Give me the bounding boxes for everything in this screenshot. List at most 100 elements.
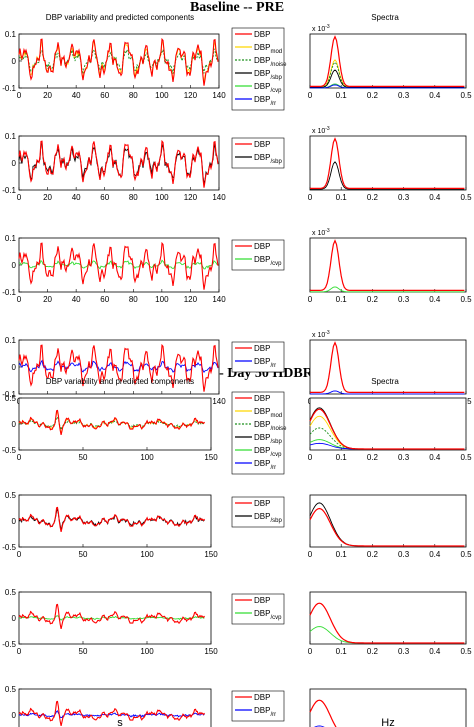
x-tick-label: 0.3 (398, 91, 410, 100)
x-tick-label: 0.4 (429, 453, 441, 462)
spectrum-line-dbp (310, 137, 465, 189)
x-tick-label: 0.3 (398, 647, 410, 656)
legend-box (231, 690, 285, 722)
y-tick-label: -0.5 (2, 543, 16, 552)
x-axis-label-time: s (117, 717, 123, 727)
y-tick-label: -0.5 (2, 446, 16, 455)
x-tick-label: 140 (212, 295, 226, 304)
x-tick-label: 50 (79, 453, 88, 462)
legend-label-dbp: DBP (254, 30, 270, 39)
legend-box (231, 593, 285, 625)
series-line-dbp (18, 409, 205, 436)
x-tick-label: 100 (155, 295, 169, 304)
spectrum-line-dbp (310, 35, 465, 88)
legend-label-cvp: DBP/cvp (254, 255, 282, 267)
x-tick-label: 150 (204, 550, 218, 559)
x-axis-label-frequency: Hz (381, 717, 394, 727)
x-tick-label: 100 (155, 193, 169, 202)
legend-label-dbp: DBP (254, 394, 270, 403)
x-tick-label: 0.2 (367, 193, 379, 202)
legend-label-sbp: DBP/sbp (254, 512, 282, 524)
y-tick-label: 0.5 (5, 588, 17, 597)
spectrum-plot-frame (309, 397, 467, 451)
x-tick-label: 0.1 (336, 91, 348, 100)
spectrum-line-dbp (309, 408, 465, 450)
x-tick-label: 0 (17, 453, 22, 462)
x-tick-label: 0.1 (336, 550, 348, 559)
time-plot-frame (18, 688, 212, 727)
y-tick-label: 0.1 (5, 30, 17, 39)
x-tick-label: 80 (129, 193, 138, 202)
spectrum-plot-frame (309, 494, 467, 548)
x-tick-label: 60 (100, 91, 109, 100)
legend-box (231, 496, 285, 528)
legend-label-cvp: DBP/cvp (254, 82, 282, 94)
legend-label-noise: DBP/noise (254, 56, 287, 68)
x-tick-label: 120 (184, 193, 198, 202)
left-column-header: DBP variability and predicted components (46, 13, 194, 22)
y-tick-label: -0.1 (2, 186, 16, 195)
legend-box (231, 27, 285, 111)
legend-box (231, 391, 285, 475)
legend-label-rr: DBP/rr (254, 95, 276, 107)
series-line-dbp (18, 343, 219, 392)
y-tick-label: 0 (12, 517, 17, 526)
left-column-header: DBP variability and predicted components (46, 377, 194, 386)
x-tick-label: 0.3 (398, 550, 410, 559)
legend-label-sbp: DBP/sbp (254, 69, 282, 81)
x-tick-label: 0.4 (429, 91, 441, 100)
x-tick-label: 0 (308, 91, 313, 100)
y-tick-label: -0.1 (2, 390, 16, 399)
x-tick-label: 40 (72, 295, 81, 304)
spectrum-line-rr (310, 390, 465, 395)
legend-label-cvp: DBP/cvp (254, 609, 282, 621)
x-tick-label: 20 (43, 91, 52, 100)
x-tick-label: 0.5 (460, 647, 472, 656)
time-plot-frame (18, 237, 220, 293)
legend-label-rr: DBP/rr (254, 357, 276, 369)
x-tick-label: 120 (184, 295, 198, 304)
x-tick-label: 0 (17, 91, 22, 100)
x-tick-label: 0.4 (429, 647, 441, 656)
x-tick-label: 150 (204, 453, 218, 462)
y-tick-label: 0.1 (5, 234, 17, 243)
y-tick-label: 0 (12, 57, 17, 66)
x-tick-label: 0.2 (367, 647, 379, 656)
spectrum-line-dbp (309, 602, 465, 644)
x-tick-label: 0.5 (460, 193, 472, 202)
series-line-dbp (18, 700, 205, 727)
series-line-dbp (18, 139, 219, 188)
spectrum-line-dbp (310, 341, 465, 393)
x-tick-label: 40 (72, 91, 81, 100)
x-tick-label: 0.4 (429, 550, 441, 559)
legend-label-rr: DBP/rr (254, 459, 276, 471)
x-tick-label: 80 (129, 91, 138, 100)
x-tick-label: 100 (155, 91, 169, 100)
spectrum-plot-frame (309, 591, 467, 645)
y-tick-label: 0.5 (5, 394, 17, 403)
legend-label-mod: DBPmod (254, 43, 282, 55)
time-plot-frame (18, 397, 212, 451)
y-tick-label: 0 (12, 711, 17, 720)
x-tick-label: 40 (72, 193, 81, 202)
series-line-rr (18, 710, 205, 718)
y-exponent-label: x 10-3 (312, 330, 330, 339)
x-tick-label: 0.5 (460, 91, 472, 100)
y-tick-label: 0 (12, 363, 17, 372)
y-tick-label: 0 (12, 420, 17, 429)
series-line-rr (18, 359, 219, 374)
x-tick-label: 80 (129, 295, 138, 304)
x-tick-label: 20 (43, 193, 52, 202)
x-tick-label: 0.1 (336, 453, 348, 462)
x-tick-label: 0 (17, 295, 22, 304)
x-tick-label: 140 (212, 193, 226, 202)
time-plot-frame (18, 135, 220, 191)
series-line-cvp (18, 615, 205, 621)
y-tick-label: 0.5 (5, 491, 17, 500)
x-tick-label: 0 (17, 193, 22, 202)
spectrum-line-dbp (309, 507, 465, 547)
legend-label-dbp: DBP (254, 242, 270, 251)
x-tick-label: 120 (184, 91, 198, 100)
x-tick-label: 0.4 (429, 295, 441, 304)
y-tick-label: 0 (12, 614, 17, 623)
